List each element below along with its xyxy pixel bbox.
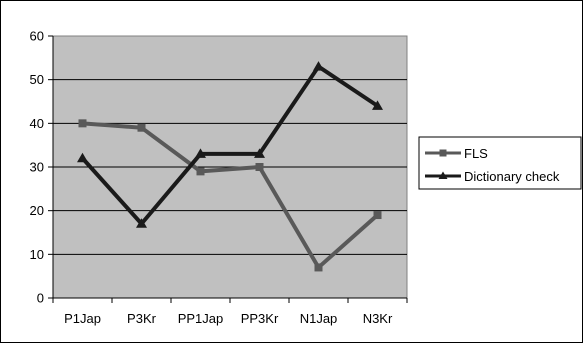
legend-marker-fls: [439, 149, 447, 157]
series-group: [77, 61, 383, 272]
legend-marker-dictionary-check: [438, 171, 448, 179]
data-point-fls: [255, 163, 264, 171]
data-point-fls: [196, 167, 205, 176]
y-tick-label: 50: [30, 72, 44, 87]
x-tick-label: N1Jap: [300, 311, 338, 326]
data-point-fls: [373, 211, 382, 220]
y-tick-label: 10: [30, 247, 44, 262]
y-tick-label: 60: [30, 29, 44, 44]
legend-item-dictionary-check: Dictionary check: [425, 169, 560, 184]
axes: [48, 35, 408, 303]
legend-box: [418, 136, 582, 190]
y-axis-tick-labels: 0 10 20 30 40 50 60: [30, 29, 44, 306]
data-point-dictionary-check: [77, 152, 88, 163]
data-point-fls: [314, 263, 323, 272]
data-point-dictionary-check: [372, 100, 383, 110]
data-point-dictionary-check: [254, 148, 265, 158]
x-tick-label: PP3Kr: [241, 311, 279, 326]
y-tick-label: 0: [37, 291, 44, 306]
legend-item-fls: FLS: [425, 146, 488, 161]
data-point-fls: [78, 119, 87, 128]
gridlines: [53, 79, 407, 255]
legend-label-fls: FLS: [464, 146, 488, 161]
series-line-fls: [82, 121, 379, 270]
y-tick-label: 40: [30, 116, 44, 131]
data-point-dictionary-check: [313, 61, 324, 71]
y-tick-label: 20: [30, 203, 44, 218]
data-point-dictionary-check: [195, 148, 206, 158]
legend-label-dictionary-check: Dictionary check: [464, 169, 560, 184]
data-point-fls: [137, 123, 146, 132]
data-point-dictionary-check: [136, 218, 147, 228]
series-line-dictionary-check: [81, 64, 379, 226]
x-tick-label: P3Kr: [127, 311, 157, 326]
x-tick-label: N3Kr: [363, 311, 393, 326]
x-tick-label: PP1Jap: [178, 311, 224, 326]
x-axis-tick-labels: P1Jap P3Kr PP1Jap PP3Kr N1Jap N3Kr: [64, 311, 393, 326]
y-tick-label: 30: [30, 160, 44, 175]
x-tick-label: P1Jap: [64, 311, 101, 326]
